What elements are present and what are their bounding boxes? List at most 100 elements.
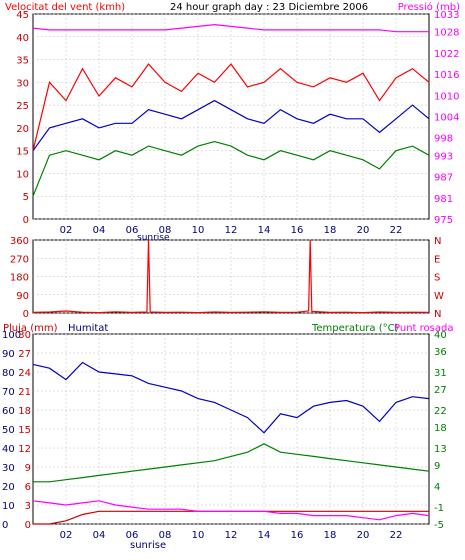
- compass-tick-0: N: [434, 309, 441, 320]
- x-tick-top-16: 16: [291, 225, 304, 236]
- x-tick-bottom-18: 18: [324, 530, 337, 541]
- rain-tick-7: 21: [18, 387, 31, 398]
- temperature-tick-9: 36: [434, 347, 447, 358]
- pressure-tick-3: 993: [434, 151, 453, 162]
- x-tick-top-02: 02: [60, 225, 73, 236]
- rain-tick-1: 3: [25, 501, 31, 512]
- direction-tick-1: 90: [16, 291, 29, 302]
- humidity-tick-0: 0: [2, 520, 8, 531]
- rain-tick-6: 18: [18, 406, 31, 417]
- tick-labels: 0202040406060808101012121414161618182020…: [2, 10, 459, 541]
- direction-tick-4: 360: [10, 236, 29, 247]
- wind-tick-3: 15: [16, 147, 29, 158]
- rain-panel-series-2: [33, 443, 430, 483]
- temperature-tick-2: 4: [434, 482, 440, 493]
- humidity-tick-2: 20: [2, 482, 15, 493]
- x-tick-top-04: 04: [93, 225, 106, 236]
- pressure-tick-2: 987: [434, 173, 453, 184]
- x-tick-bottom-06: 06: [126, 530, 139, 541]
- x-tick-top-20: 20: [357, 225, 370, 236]
- rain-tick-8: 24: [18, 368, 31, 379]
- rain-tick-5: 15: [18, 425, 31, 436]
- humidity-tick-8: 80: [2, 368, 15, 379]
- x-tick-bottom-04: 04: [93, 530, 106, 541]
- x-tick-bottom-12: 12: [225, 530, 238, 541]
- humidity-tick-1: 10: [2, 501, 15, 512]
- x-tick-top-08: 08: [159, 225, 172, 236]
- temperature-tick-6: 22: [434, 406, 447, 417]
- compass-tick-2: S: [434, 273, 440, 284]
- dewpoint-axis-label: Punt rosada: [394, 323, 453, 334]
- pressure-tick-4: 998: [434, 134, 453, 145]
- temperature-axis-label: Temperatura (°C): [311, 323, 399, 334]
- sunrise-label-bottom: sunrise: [130, 540, 166, 551]
- wind-tick-6: 30: [16, 78, 29, 89]
- humidity-tick-4: 40: [2, 444, 15, 455]
- x-tick-bottom-22: 22: [390, 530, 403, 541]
- wind-tick-8: 40: [16, 33, 29, 44]
- chart-title: 24 hour graph day : 23 Diciembre 2006: [170, 2, 368, 13]
- temperature-tick-3: 9: [434, 461, 440, 472]
- pressure-label: Pressió (mb): [398, 1, 460, 13]
- wind-tick-7: 35: [16, 56, 29, 67]
- wind-tick-9: 45: [16, 10, 29, 21]
- humidity-tick-7: 70: [2, 387, 15, 398]
- direction-tick-3: 270: [10, 254, 29, 265]
- wind-speed-label: Velocitat del vent (kmh): [5, 2, 125, 13]
- wind-series-0: [32, 63, 430, 151]
- pressure-tick-1: 981: [434, 194, 453, 205]
- rain-tick-0: 0: [25, 520, 31, 531]
- x-tick-top-18: 18: [324, 225, 337, 236]
- x-tick-bottom-10: 10: [192, 530, 205, 541]
- pressure-tick-6: 1010: [434, 91, 459, 102]
- temperature-tick-1: -1: [434, 503, 444, 514]
- direction-series-0: [32, 239, 430, 314]
- pressure-tick-7: 1016: [434, 70, 459, 81]
- x-tick-bottom-02: 02: [60, 530, 73, 541]
- wind-tick-5: 25: [16, 101, 29, 112]
- humidity-tick-6: 60: [2, 406, 15, 417]
- sunrise-label-top: sunrise: [137, 233, 170, 243]
- x-tick-top-22: 22: [390, 225, 403, 236]
- temperature-tick-5: 18: [434, 423, 447, 434]
- wind-tick-2: 10: [16, 169, 29, 180]
- temperature-tick-4: 13: [434, 444, 447, 455]
- humidity-tick-10: 100: [2, 330, 21, 341]
- temperature-tick-0: -5: [434, 520, 444, 531]
- pressure-tick-5: 1004: [434, 113, 459, 124]
- humidity-axis-label: Humitat: [68, 323, 108, 334]
- x-tick-top-14: 14: [258, 225, 271, 236]
- wind-tick-0: 0: [23, 215, 29, 226]
- x-tick-bottom-08: 08: [159, 530, 172, 541]
- wind-tick-1: 5: [23, 192, 29, 203]
- x-tick-bottom-14: 14: [258, 530, 271, 541]
- rain-axis-label: Pluja (mm): [3, 323, 58, 334]
- pressure-tick-10: 1033: [434, 10, 459, 21]
- wind-series-3: [32, 23, 429, 33]
- humidity-tick-3: 30: [2, 463, 15, 474]
- wind-series-2: [32, 140, 430, 197]
- temperature-tick-7: 27: [434, 385, 447, 396]
- pressure-tick-8: 1022: [434, 49, 459, 60]
- humidity-tick-5: 50: [2, 425, 15, 436]
- pressure-tick-0: 975: [434, 215, 453, 226]
- x-tick-top-12: 12: [225, 225, 238, 236]
- pressure-tick-9: 1028: [434, 28, 459, 39]
- x-tick-bottom-20: 20: [357, 530, 370, 541]
- rain-tick-10: 30: [18, 330, 31, 341]
- direction-tick-2: 180: [10, 273, 29, 284]
- humidity-tick-9: 90: [2, 349, 15, 360]
- x-tick-top-10: 10: [192, 225, 205, 236]
- series-lines: [32, 23, 430, 525]
- rain-panel-series-3: [32, 500, 430, 521]
- wind-tick-4: 20: [16, 124, 29, 135]
- wind-panel-frame: [32, 13, 430, 220]
- rain-tick-4: 12: [18, 444, 31, 455]
- temperature-tick-8: 31: [434, 368, 447, 379]
- compass-tick-1: W: [434, 291, 444, 302]
- rain-tick-2: 6: [25, 482, 31, 493]
- x-tick-bottom-16: 16: [291, 530, 304, 541]
- compass-tick-3: E: [434, 254, 440, 265]
- rain-tick-3: 9: [25, 463, 31, 474]
